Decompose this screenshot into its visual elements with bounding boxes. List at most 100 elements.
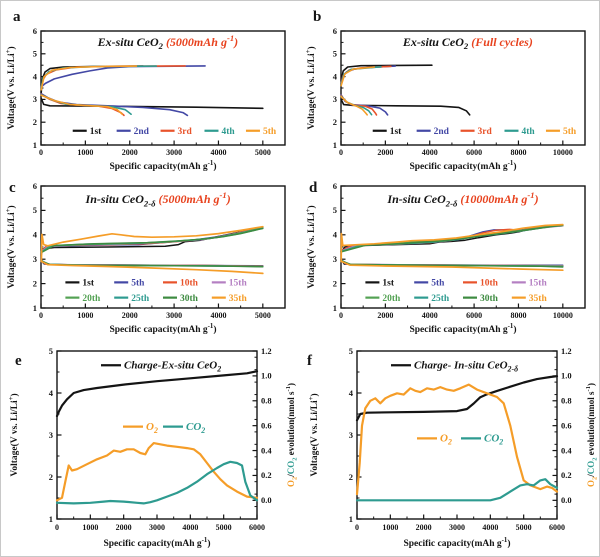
series-CO2-line [55, 460, 259, 505]
series-1st-line [340, 98, 471, 116]
y-tick-label: 3 [49, 430, 53, 440]
x-tick-label: 5000 [255, 311, 271, 320]
x-tick-label: 5000 [216, 523, 232, 532]
series-5th-line [340, 66, 376, 87]
x-tick-label: 1000 [382, 523, 398, 532]
axes-box [356, 350, 558, 520]
x-tick-label: 6000 [466, 311, 482, 320]
panel-f-chart: f 0 1000 2000 3000 4000 5000 6000 1 2 3 4 5 0.0 0.2 0.4… [307, 346, 599, 549]
r-tick-label: 0.2 [261, 470, 272, 480]
y-tick-label: 1 [49, 514, 53, 524]
legend-label: Charge-Ex-situ CeO2 [124, 359, 221, 373]
y-axis-label: Voltage(V vs. Li/Li+) [8, 393, 20, 476]
panel-d-chart: d 0 2000 4000 6000 8000 10000 1 2 3 4 5 6 Specific ca… [305, 180, 586, 335]
x-tick-label: 10000 [553, 311, 573, 320]
y-tick-label: 6 [333, 26, 337, 36]
legend-label: 20th [382, 294, 401, 304]
legend-label: 5th [431, 279, 445, 289]
y-tick-label: 3 [349, 430, 353, 440]
r-tick-label: 1.2 [561, 346, 572, 356]
y-tick-label: 5 [33, 49, 37, 59]
panel-b-title: Ex-situ CeO2 (Full cycles) [402, 35, 533, 51]
x-tick-label: 0 [339, 311, 343, 320]
series-30th-line [340, 224, 564, 253]
legend-label: 35th [229, 294, 248, 304]
legend-label: O2 [440, 433, 452, 447]
y-tick-label: 5 [33, 205, 37, 215]
r-tick-label: 1.0 [561, 371, 572, 381]
panel-letter-c: c [9, 180, 16, 196]
legend-label: 1st [382, 279, 394, 289]
legend-label: 2nd [134, 127, 150, 137]
panel-letter-a: a [13, 9, 21, 25]
x-tick-label: 3000 [449, 523, 465, 532]
x-tick-label: 5000 [255, 148, 271, 157]
x-tick-label: 0 [355, 523, 359, 532]
y-tick-label: 5 [333, 205, 337, 215]
series-35th-line [340, 223, 564, 263]
x-tick-label: 4000 [210, 148, 226, 157]
x-tick-label: 3000 [166, 148, 182, 157]
legend-label: 2nd [434, 127, 450, 137]
y-tick-label: 5 [349, 346, 353, 356]
legend-label: CO2 [186, 421, 205, 435]
legend-label: 1st [90, 127, 102, 137]
y-axis-label: Voltage(V vs. Li/Li+) [308, 393, 320, 476]
y-tick-label: 3 [33, 94, 37, 104]
y-tick-label: 4 [33, 230, 38, 240]
series-35th-line [40, 260, 264, 275]
y-tick-label: 4 [333, 230, 338, 240]
x-tick-label: 4000 [422, 311, 438, 320]
x-tick-label: 2000 [116, 523, 132, 532]
legend-label: 25th [131, 294, 150, 304]
y-tick-label: 2 [33, 278, 37, 288]
x-tick-label: 3000 [166, 311, 182, 320]
legend-label: 35th [529, 294, 548, 304]
y-tick-label: 3 [333, 94, 337, 104]
legend-label: Charge- In-situ CeO2-δ [414, 359, 518, 373]
legend-label: 1st [82, 279, 94, 289]
y-tick-label: 6 [333, 181, 337, 191]
r-tick-label: 0.8 [561, 396, 572, 406]
legend-label: 3rd [178, 127, 193, 137]
series-2nd-line [340, 65, 397, 85]
x-tick-label: 2000 [377, 311, 393, 320]
x-tick-label: 4000 [482, 523, 498, 532]
series-35th-line [340, 260, 564, 272]
right-axis-label: O2/CO2 evolution(nmol s-1) [285, 383, 298, 487]
x-tick-label: 5000 [516, 523, 532, 532]
r-tick-label: 0.8 [261, 396, 272, 406]
x-axis-label: Specific capacity(mAh g-1) [409, 323, 516, 335]
y-tick-label: 6 [33, 26, 37, 36]
y-tick-label: 4 [333, 71, 338, 81]
legend-label: 4th [521, 127, 535, 137]
y-tick-label: 5 [333, 49, 337, 59]
y-tick-label: 2 [333, 117, 337, 127]
x-tick-label: 1000 [82, 523, 98, 532]
legend-label: 5th [263, 127, 277, 137]
legend-label: 15th [529, 279, 548, 289]
series-1st-line [40, 97, 264, 110]
x-axis-label: Specific capacity(mAh g-1) [409, 160, 516, 172]
x-tick-label: 6000 [466, 148, 482, 157]
r-tick-label: 0.0 [261, 495, 272, 505]
x-tick-label: 0 [55, 523, 59, 532]
r-tick-label: 1.2 [261, 346, 272, 356]
series-5th-line [40, 94, 123, 115]
panel-letter-d: d [309, 180, 318, 196]
x-axis-label: Specific capacity(mAh g-1) [403, 537, 510, 549]
legend-label: 10th [480, 279, 499, 289]
y-axis-label: Voltage(V vs. Li/Li+) [305, 46, 317, 129]
r-tick-label: 0.2 [561, 470, 572, 480]
y-tick-label: 6 [33, 181, 37, 191]
legend-label: O2 [146, 421, 158, 435]
right-axis-label: O2/CO2 evolution(nmol s-1) [585, 383, 598, 487]
legend-label: CO2 [484, 433, 503, 447]
r-tick-label: 0.0 [561, 495, 572, 505]
series-CO2-line [355, 478, 559, 502]
x-axis-label: Specific capacity(mAh g-1) [109, 323, 216, 335]
y-tick-label: 4 [49, 388, 54, 398]
x-tick-label: 6000 [249, 523, 265, 532]
y-axis-label: Voltage(V vs. Li/Li+) [305, 205, 317, 288]
